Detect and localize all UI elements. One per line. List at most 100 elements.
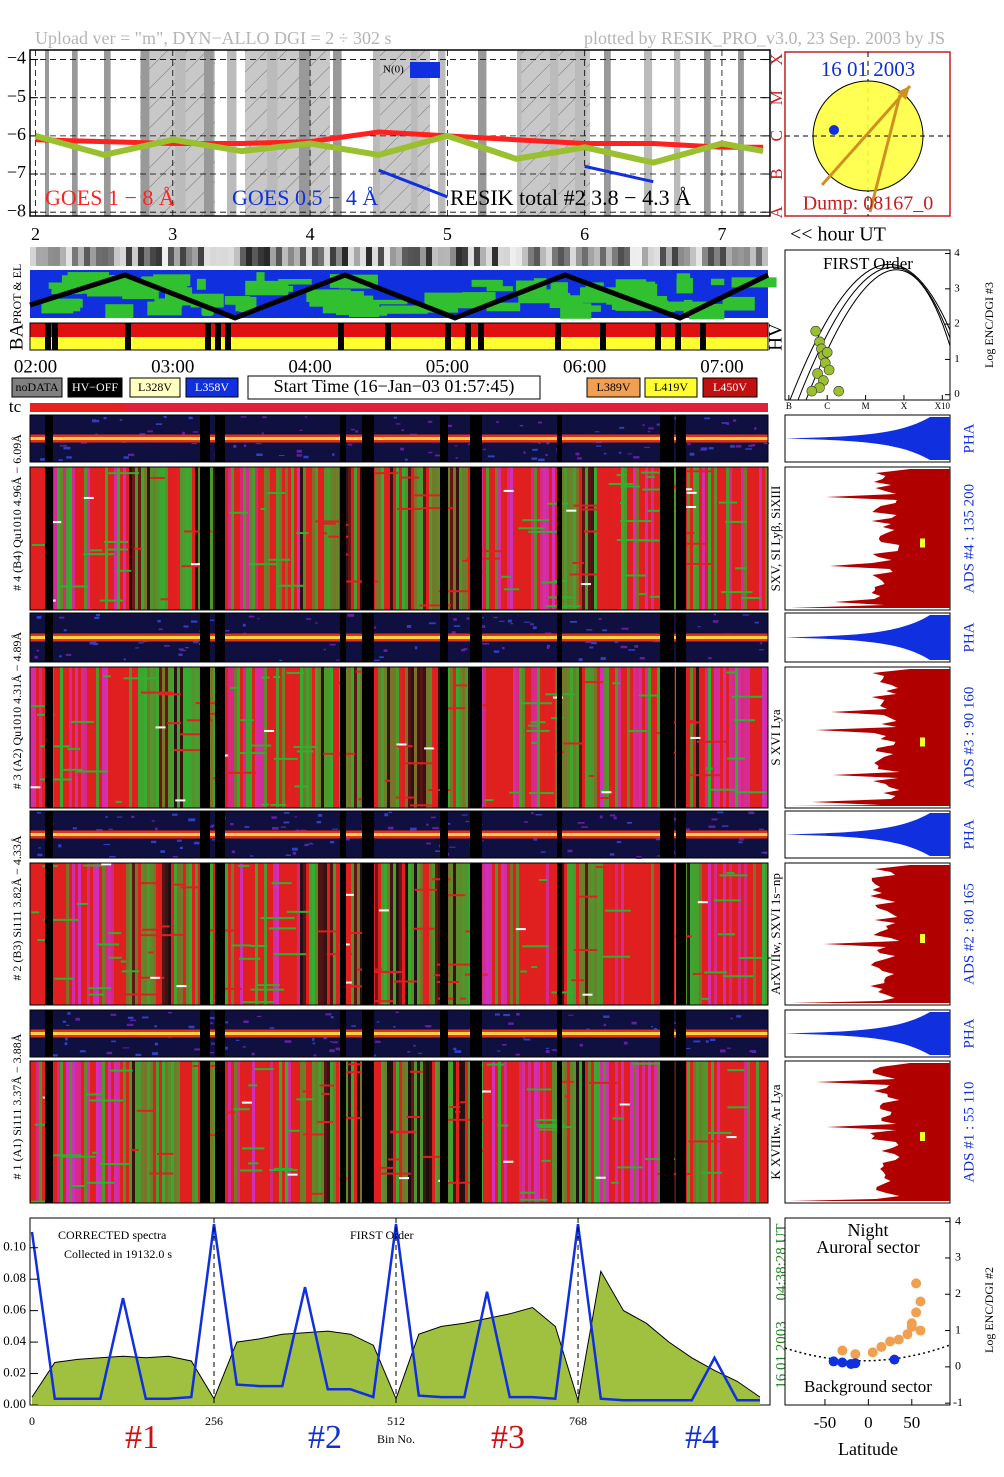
status-cell [120,247,126,266]
spectro-column [261,863,264,1005]
spectro-streak [656,732,663,735]
pha-noise [188,818,196,822]
spectro-column [180,667,183,808]
spectro-streak [31,543,52,546]
spectro-column [525,467,528,610]
spectro-streak [315,520,344,523]
gray-band [299,50,311,216]
pha-noise [533,838,538,841]
spectro-column [636,667,639,808]
spectro-streak [140,691,173,694]
spectro-streak [734,791,767,794]
spectro-column [357,667,360,808]
spectro-column [465,863,468,1005]
spectro-column [57,667,60,808]
pha-label: PHA [961,622,977,652]
spectro-column [498,667,501,808]
status-cell [72,247,78,266]
pha-noise [231,850,235,854]
spectro-column [33,667,36,808]
spectro-column [492,667,495,808]
gray-band [204,50,214,216]
spectro-column [72,863,75,1005]
spectro-column [69,863,72,1005]
spectro-column [135,1061,138,1203]
spectro-column [324,863,327,1005]
line-label: ArXVIIw, SXVI 1s−np [768,873,783,995]
pha-noise [451,631,456,634]
spectro-dot [566,509,577,512]
spectro-column [627,667,630,808]
spectro-column [555,467,558,610]
spectro-column [360,667,363,808]
spectro-streak [219,1111,236,1114]
spectro-column [447,467,450,610]
hv-off-column [362,1010,374,1057]
spectro-column [606,467,609,610]
pha-noise [244,826,250,828]
hv-off-column [557,811,562,858]
status-cell [36,247,42,266]
spectro-column [42,1061,45,1203]
spectro-column [186,863,189,1005]
scatter-point [911,1278,922,1289]
status-cell [186,247,192,266]
spectro-streak [273,676,281,679]
spectro-column [408,863,411,1005]
spectro-column [486,863,489,1005]
spectro-column [579,667,582,808]
spectro-column [30,467,33,610]
spectro-column [756,863,759,1005]
status-cell [300,247,306,266]
spectro-column [468,667,471,808]
series-line [378,164,654,199]
spectro-column [699,467,702,610]
spectro-streak [438,590,473,593]
spectro-column [555,863,558,1005]
spectro-column [438,667,441,808]
pha-noise [179,846,183,850]
spectro-column [504,863,507,1005]
spectro-column [234,863,237,1005]
spectro-column [276,1061,279,1203]
spectro-column [273,863,276,1005]
spectro-streak [43,918,79,921]
spectro-column [90,667,93,808]
ads-profile [790,865,950,1003]
spectro-streak [539,878,548,881]
spectro-column [360,1061,363,1203]
prot-patch [560,303,592,319]
pha-noise [532,448,538,451]
spectro-column [321,467,324,610]
pha-frame [29,414,769,463]
pha-noise [62,1020,67,1023]
spectro-streak [660,751,691,754]
spectro-dot [399,1177,410,1180]
spectro-column [486,667,489,808]
pha-noise [347,443,353,446]
plot-frame [784,1217,951,1406]
spectro-column [732,667,735,808]
side-label: PROT & EL [10,264,24,324]
spectro-column [351,863,354,1005]
spectro-column [705,863,708,1005]
hv-off-column [362,613,374,662]
spectro-column [129,1061,132,1203]
hv-off-column [200,863,210,1005]
spectro-column [468,863,471,1005]
spectro-streak [713,899,741,902]
status-cell [522,247,528,266]
status-cell [294,247,300,266]
spectro-streak [140,934,174,937]
spectro-streak [30,705,49,708]
ba-gap [215,323,221,350]
x-tick-label: 512 [387,1414,405,1428]
spectro-streak [369,970,404,973]
spectro-column [537,1061,540,1203]
pha-noise [325,1013,332,1016]
spectro-column [105,467,108,610]
spectro-column [693,1061,696,1203]
spectro-column [447,863,450,1005]
spectro-column [657,863,660,1005]
pha-noise [379,656,384,659]
